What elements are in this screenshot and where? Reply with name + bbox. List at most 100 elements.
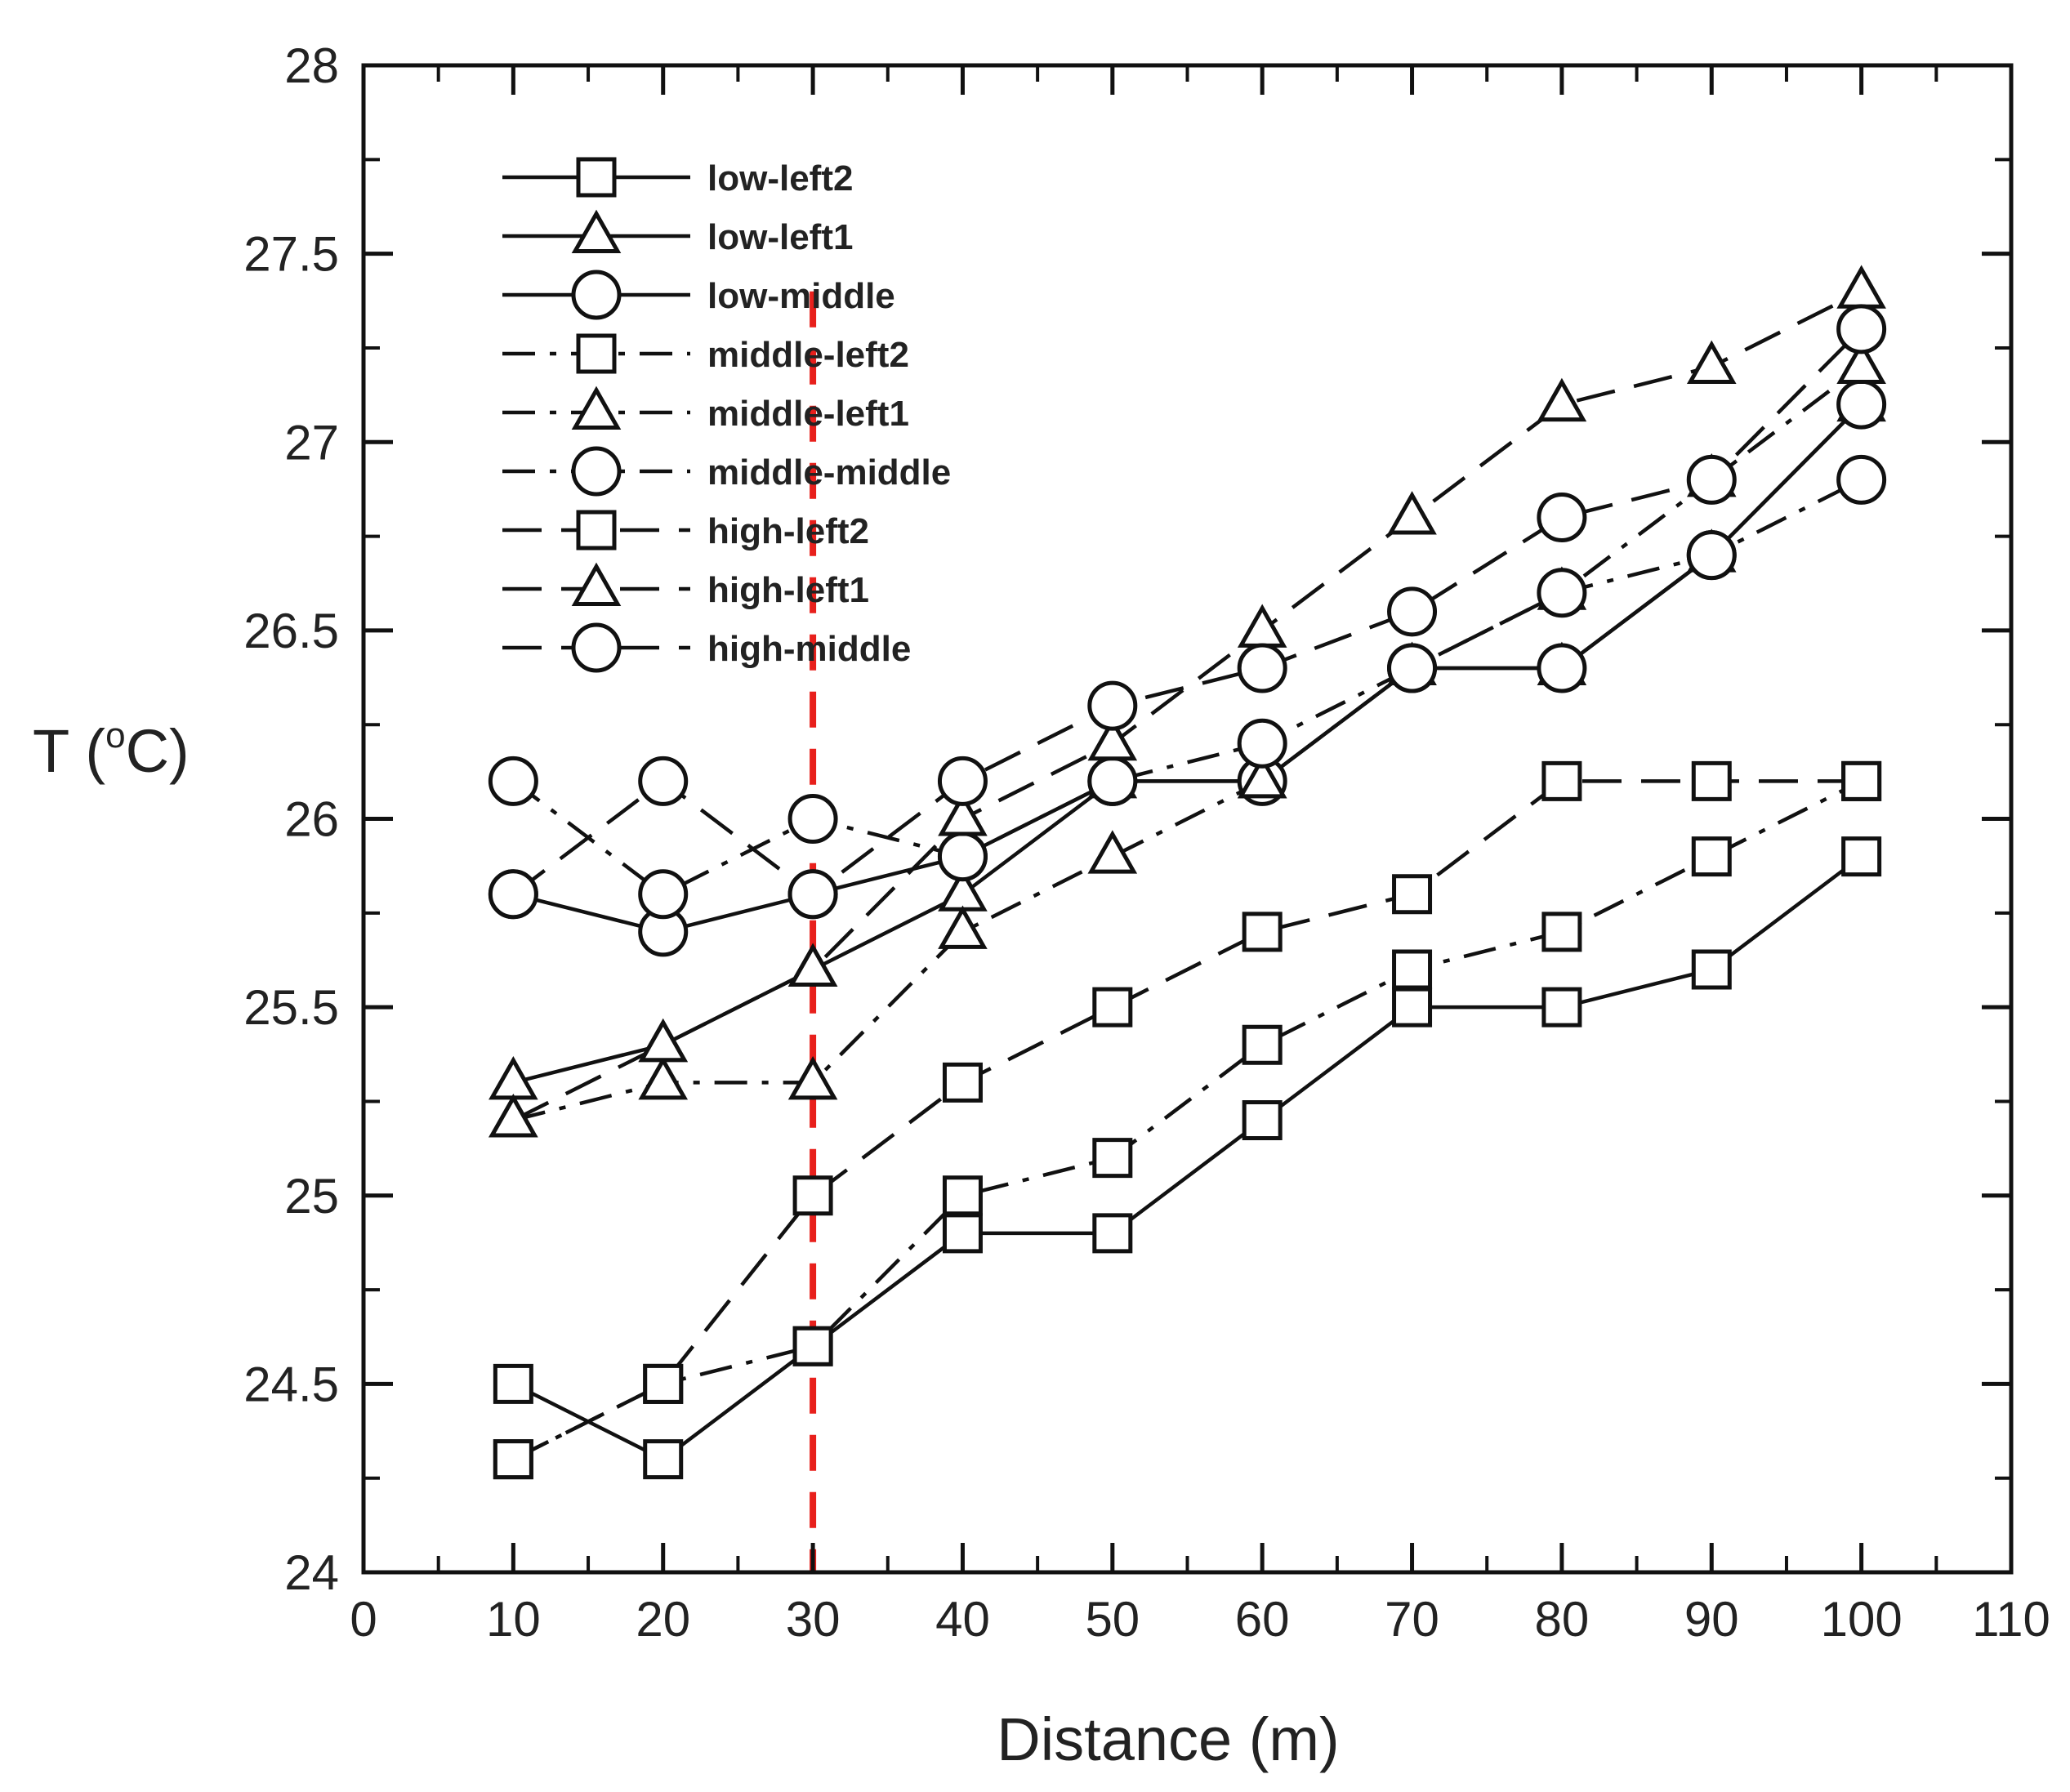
legend-marker-high-middle [571, 622, 622, 673]
data-point-low-left2-40 [942, 1213, 983, 1254]
data-point-high-left2-60 [1242, 912, 1283, 952]
series-line-high-middle [512, 328, 1863, 897]
data-point-high-left1-80 [1537, 377, 1587, 422]
data-point-high-middle-20 [638, 756, 689, 806]
data-point-high-left1-30 [787, 943, 838, 987]
legend-item-low-left1: low-left1 [502, 209, 853, 257]
data-point-low-left2-100 [1841, 836, 1882, 877]
data-point-middle-left1-100 [1836, 340, 1886, 384]
legend-marker-low-left2 [576, 157, 617, 198]
legend-marker-middle-left2 [576, 333, 617, 374]
legend-label-high-left1: high-left1 [707, 570, 869, 610]
data-point-middle-middle-40 [937, 831, 988, 882]
x-tick-label-60: 60 [1235, 1592, 1290, 1647]
legend: low-left2 low-left1 low-middle middle-left2… [502, 157, 951, 673]
data-point-high-left1-70 [1387, 491, 1437, 535]
x-tick-label-90: 90 [1684, 1592, 1739, 1647]
data-point-low-left2-20 [643, 1439, 684, 1480]
data-point-middle-left1-20 [638, 1056, 689, 1100]
data-point-high-left1-60 [1237, 604, 1287, 648]
data-point-middle-middle-80 [1537, 568, 1587, 618]
y-axis-label-tail: C) [126, 717, 190, 785]
legend-marker-middle-middle [571, 446, 622, 497]
data-point-middle-middle-20 [638, 869, 689, 920]
data-point-middle-left1-30 [787, 1056, 838, 1100]
x-tick-label-100: 100 [1821, 1592, 1903, 1647]
series-low-middle [512, 403, 1863, 934]
legend-marker-high-left1 [571, 562, 622, 606]
series-line-middle-left2 [512, 779, 1863, 1461]
series-markers-middle-middle [488, 454, 1887, 920]
data-point-low-middle-100 [1836, 379, 1887, 430]
data-point-middle-middle-60 [1237, 718, 1287, 769]
data-point-high-left2-30 [792, 1175, 833, 1216]
legend-item-middle-middle: middle-middle [502, 446, 951, 497]
legend-marker-high-left2 [576, 510, 617, 551]
series-markers-middle-left1 [489, 340, 1886, 1138]
data-point-middle-left2-90 [1691, 836, 1732, 877]
data-point-middle-left2-80 [1541, 912, 1582, 952]
data-point-middle-left1-60 [1237, 755, 1287, 799]
y-tick-label-24: 24 [284, 1545, 339, 1600]
data-point-middle-middle-10 [488, 756, 538, 806]
series-markers-high-left1 [489, 265, 1886, 1138]
data-point-high-middle-90 [1686, 454, 1737, 505]
data-point-low-left2-60 [1242, 1100, 1283, 1140]
data-point-low-left2-50 [1092, 1213, 1133, 1254]
data-point-high-middle-60 [1237, 643, 1287, 693]
data-point-high-left2-20 [643, 1363, 684, 1404]
data-point-high-left2-70 [1392, 874, 1433, 915]
data-point-high-middle-30 [787, 869, 838, 920]
data-point-middle-left1-40 [938, 905, 988, 949]
data-point-middle-left2-60 [1242, 1024, 1283, 1065]
data-point-high-middle-70 [1387, 586, 1438, 637]
data-point-high-left1-90 [1686, 340, 1737, 384]
series-markers-high-middle [488, 304, 1887, 920]
legend-label-high-left2: high-left2 [707, 511, 869, 551]
series-high-left2 [512, 779, 1862, 1461]
data-point-high-middle-50 [1087, 680, 1138, 731]
data-point-middle-middle-50 [1087, 756, 1138, 806]
x-tick-label-110: 110 [1972, 1592, 2050, 1647]
data-point-high-left1-10 [489, 1094, 538, 1138]
x-tick-label-30: 30 [786, 1592, 841, 1647]
y-axis-label-superscript: o [105, 715, 125, 756]
series-line-middle-middle [512, 478, 1863, 897]
series-line-low-middle [512, 403, 1863, 934]
series-line-middle-left1 [512, 365, 1863, 1122]
x-tick-label-0: 0 [350, 1592, 377, 1647]
data-point-high-left2-90 [1691, 760, 1732, 801]
x-tick-label-50: 50 [1085, 1592, 1140, 1647]
legend-marker-low-middle [571, 270, 622, 320]
x-tick-label-10: 10 [486, 1592, 541, 1647]
series-middle-left2 [512, 779, 1863, 1461]
data-point-high-middle-40 [937, 756, 988, 806]
series-high-left1 [512, 289, 1863, 1122]
y-tick-label-28: 28 [284, 38, 339, 93]
series-markers-middle-left2 [493, 760, 1882, 1480]
data-point-high-left1-40 [938, 792, 988, 836]
x-tick-label-40: 40 [935, 1592, 990, 1647]
legend-label-low-left1: low-left1 [707, 217, 853, 257]
y-tick-label-25.5: 25.5 [243, 980, 339, 1035]
y-tick-label-26: 26 [284, 792, 339, 847]
series-markers-low-left2 [493, 836, 1882, 1480]
data-point-high-left2-80 [1541, 760, 1582, 801]
data-point-middle-middle-100 [1836, 454, 1887, 505]
data-point-high-left1-20 [638, 1018, 689, 1063]
data-point-high-middle-10 [488, 869, 538, 920]
series-line-high-left1 [512, 289, 1863, 1122]
legend-item-high-middle: high-middle [502, 622, 911, 673]
data-point-high-middle-100 [1836, 304, 1887, 354]
legend-item-middle-left1: middle-left1 [502, 386, 909, 434]
legend-label-middle-left2: middle-left2 [707, 335, 909, 375]
data-point-low-left2-80 [1541, 987, 1582, 1028]
legend-item-middle-left2: middle-left2 [502, 333, 909, 375]
x-tick-label-70: 70 [1385, 1592, 1439, 1647]
data-point-middle-left2-70 [1392, 949, 1433, 990]
data-point-high-left2-100 [1841, 760, 1882, 801]
legend-label-middle-left1: middle-left1 [707, 394, 909, 434]
legend-item-low-left2: low-left2 [502, 157, 853, 198]
data-point-high-left1-50 [1087, 716, 1138, 761]
